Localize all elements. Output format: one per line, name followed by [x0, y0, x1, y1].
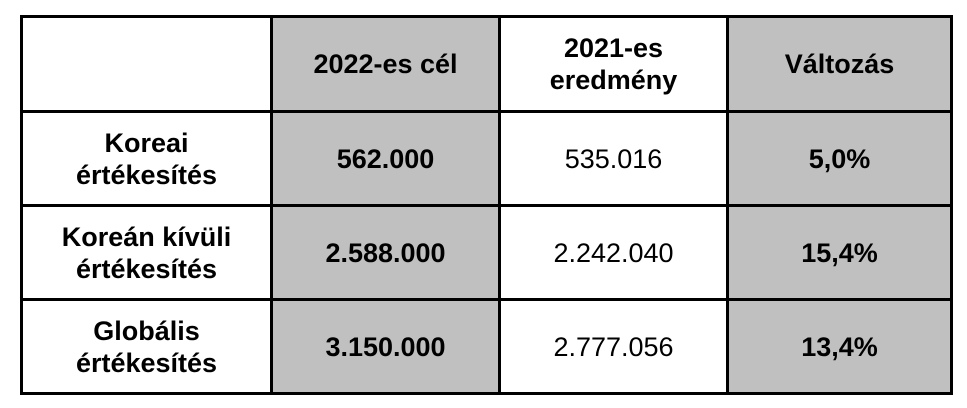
- row-label: Globális értékesítés: [20, 298, 273, 395]
- data-cell: 535.016: [498, 110, 729, 207]
- header-text: 2022-es cél: [313, 49, 458, 79]
- data-row: Globális értékesítés 3.150.000 2.777.056 13…: [20, 298, 953, 395]
- header-cell: 2022-es cél: [270, 15, 501, 113]
- header-cell: Változás: [726, 15, 953, 113]
- data-cell: 2.777.056: [498, 298, 729, 395]
- data-cell: 562.000: [270, 110, 501, 207]
- header-row: 2022-es cél 2021-es eredmény Változás: [20, 15, 953, 113]
- header-text: 2021-es eredmény: [549, 33, 678, 95]
- row-label: Koreán kívüli értékesítés: [20, 204, 273, 301]
- data-cell: 5,0%: [726, 110, 953, 207]
- header-cell: 2021-es eredmény: [498, 15, 729, 113]
- row-label: Koreai értékesítés: [20, 110, 273, 207]
- data-cell: 13,4%: [726, 298, 953, 395]
- data-row: Koreai értékesítés 562.000 535.016 5,0%: [20, 110, 953, 207]
- data-cell: 3.150.000: [270, 298, 501, 395]
- data-row: Koreán kívüli értékesítés 2.588.000 2.242.…: [20, 204, 953, 301]
- data-cell: 2.588.000: [270, 204, 501, 301]
- data-cell: 2.242.040: [498, 204, 729, 301]
- comparison-table: 2022-es cél 2021-es eredmény Változás Korea…: [20, 15, 953, 395]
- data-cell: 15,4%: [726, 204, 953, 301]
- corner-cell: [20, 15, 273, 113]
- header-text: Változás: [784, 49, 895, 79]
